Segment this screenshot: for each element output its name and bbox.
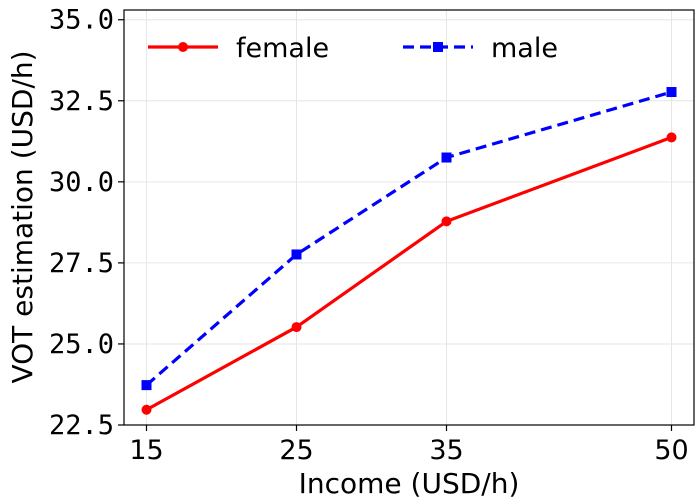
legend-marker-male [433, 42, 443, 52]
grid-lines [124, 10, 694, 426]
legend-marker-female [178, 42, 188, 52]
plot-area-frame [123, 9, 695, 426]
legend-label-male: male [491, 33, 558, 64]
axis-ticks: 22.5 25.0 27.5 30.0 32.5 35.0 15 25 35 50 [49, 5, 689, 466]
marker-male [441, 152, 452, 163]
y-tick-label: 30.0 [49, 167, 114, 198]
x-tick-label: 35 [429, 435, 463, 466]
x-tick-label: 15 [129, 435, 163, 466]
marker-male [666, 87, 677, 98]
y-tick-label: 22.5 [49, 410, 114, 441]
y-tick-label: 32.5 [49, 86, 114, 117]
series-line-male [145, 90, 672, 387]
series-layer [141, 87, 677, 415]
x-tick-label: 25 [279, 435, 313, 466]
y-tick-label: 25.0 [49, 329, 114, 360]
legend: female male [148, 33, 558, 64]
x-axis-title: Income (USD/h) [299, 467, 520, 500]
series-line-female [145, 135, 673, 412]
legend-label-female: female [236, 33, 329, 64]
marker-male [291, 249, 302, 260]
x-tick-label: 50 [654, 435, 688, 466]
y-axis-title: VOT estimation (USD/h) [6, 50, 39, 383]
marker-male [141, 380, 152, 391]
y-tick-label: 27.5 [49, 248, 114, 279]
marker-female [441, 216, 452, 227]
marker-female [666, 132, 677, 143]
marker-female [291, 322, 302, 333]
y-tick-label: 35.0 [49, 5, 114, 36]
marker-female [141, 404, 152, 415]
